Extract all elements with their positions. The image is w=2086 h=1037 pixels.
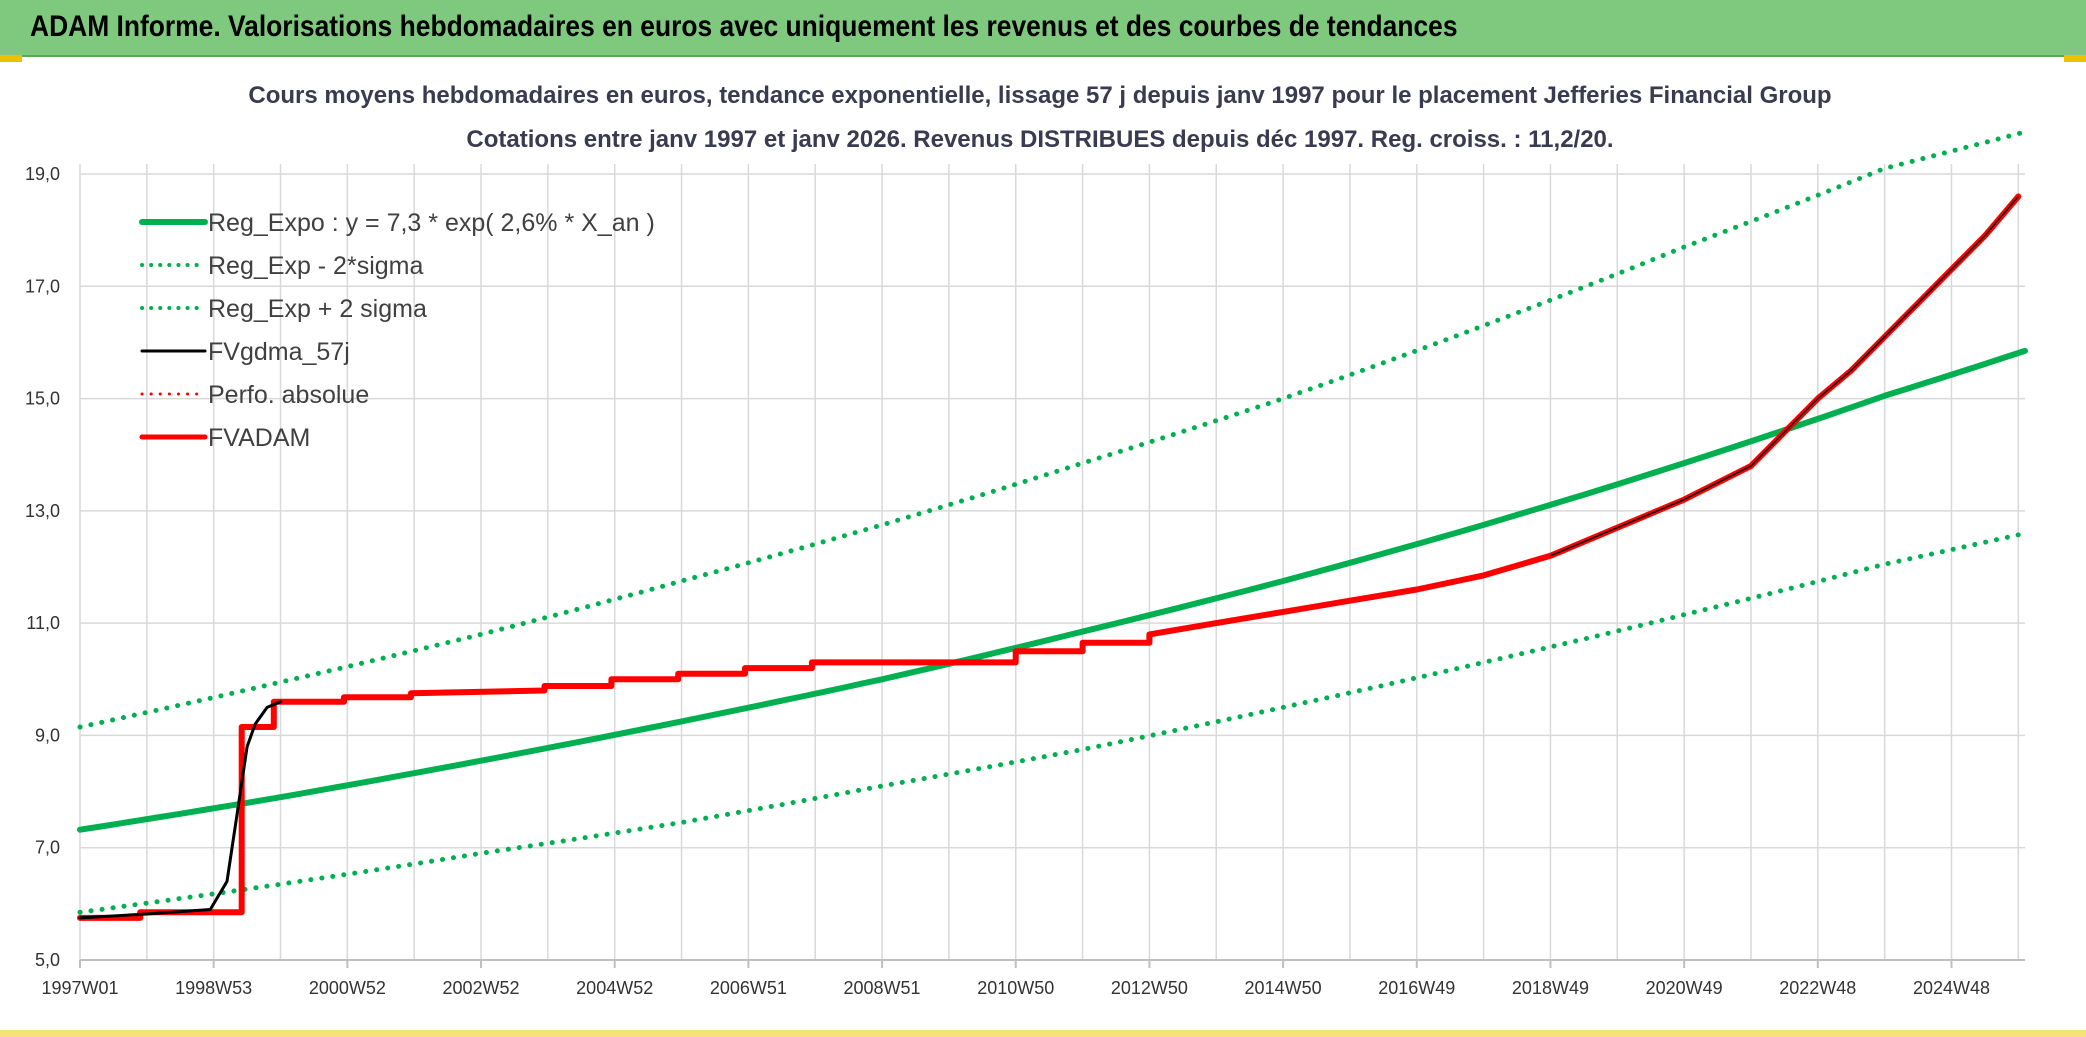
x-tick-label: 2010W50 [977,978,1054,998]
chart-title-block: Cours moyens hebdomadaires en euros, ten… [248,82,1831,153]
frame-corner-left [0,55,22,62]
frame-corner-right [2064,55,2086,62]
x-tick-label: 1997W01 [41,978,118,998]
x-tick-label: 2018W49 [1512,978,1589,998]
fvgdma-57j-overlay-line [1550,196,2019,557]
chart-title-line-1: Cours moyens hebdomadaires en euros, ten… [248,82,1831,109]
y-tick-label: 17,0 [25,276,60,296]
header-bar: ADAM Informe. Valorisations hebdomadaire… [0,0,2086,57]
legend-label: Reg_Expo : y = 7,3 * exp( 2,6% * X_an ) [208,209,655,237]
x-tick-label: 2002W52 [442,978,519,998]
x-tick-label: 1998W53 [175,978,252,998]
x-tick-label: 2000W52 [309,978,386,998]
x-tick-label: 2004W52 [576,978,653,998]
chart-title-line-2: Cotations entre janv 1997 et janv 2026. … [466,126,1613,153]
y-axis-tick-labels: 5,0 7,0 9,0 11,0 13,0 15,0 17,0 19,0 [25,164,60,970]
chart-area: Cours moyens hebdomadaires en euros, ten… [25,82,2028,998]
x-tick-label: 2022W48 [1779,978,1856,998]
reg-minus-2sigma-line [77,530,2028,915]
legend: Reg_Expo : y = 7,3 * exp( 2,6% * X_an ) R… [139,209,655,452]
x-tick-label: 2016W49 [1378,978,1455,998]
legend-label: FVgdma_57j [208,338,350,366]
x-axis-tick-labels: 1997W01 1998W53 2000W52 2002W52 2004W52 2006W… [41,960,1990,998]
reg-expo-line [77,347,2028,833]
y-tick-label: 19,0 [25,164,60,184]
y-tick-label: 7,0 [35,838,60,858]
legend-label: Reg_Exp - 2*sigma [208,252,423,280]
legend-label: Reg_Exp + 2 sigma [208,295,427,323]
x-tick-label: 2008W51 [844,978,921,998]
y-tick-label: 15,0 [25,389,60,409]
x-tick-label: 2020W49 [1646,978,1723,998]
y-tick-label: 9,0 [35,725,60,745]
grid-lines [79,164,2025,961]
x-tick-label: 2012W50 [1111,978,1188,998]
x-tick-label: 2024W48 [1913,978,1990,998]
y-tick-label: 11,0 [26,613,60,633]
reg-plus-2sigma-line [77,129,2028,730]
legend-label: Perfo. absolue [208,381,369,409]
x-tick-label: 2014W50 [1245,978,1322,998]
y-tick-label: 13,0 [25,501,60,521]
legend-label: FVADAM [208,424,310,452]
fvgdma-57j-line [78,700,282,920]
frame-bottom-border [0,1030,2086,1037]
page-title: ADAM Informe. Valorisations hebdomadaire… [30,10,1458,43]
x-tick-label: 2006W51 [710,978,787,998]
y-tick-label: 5,0 [35,950,60,970]
data-series [77,129,2028,921]
